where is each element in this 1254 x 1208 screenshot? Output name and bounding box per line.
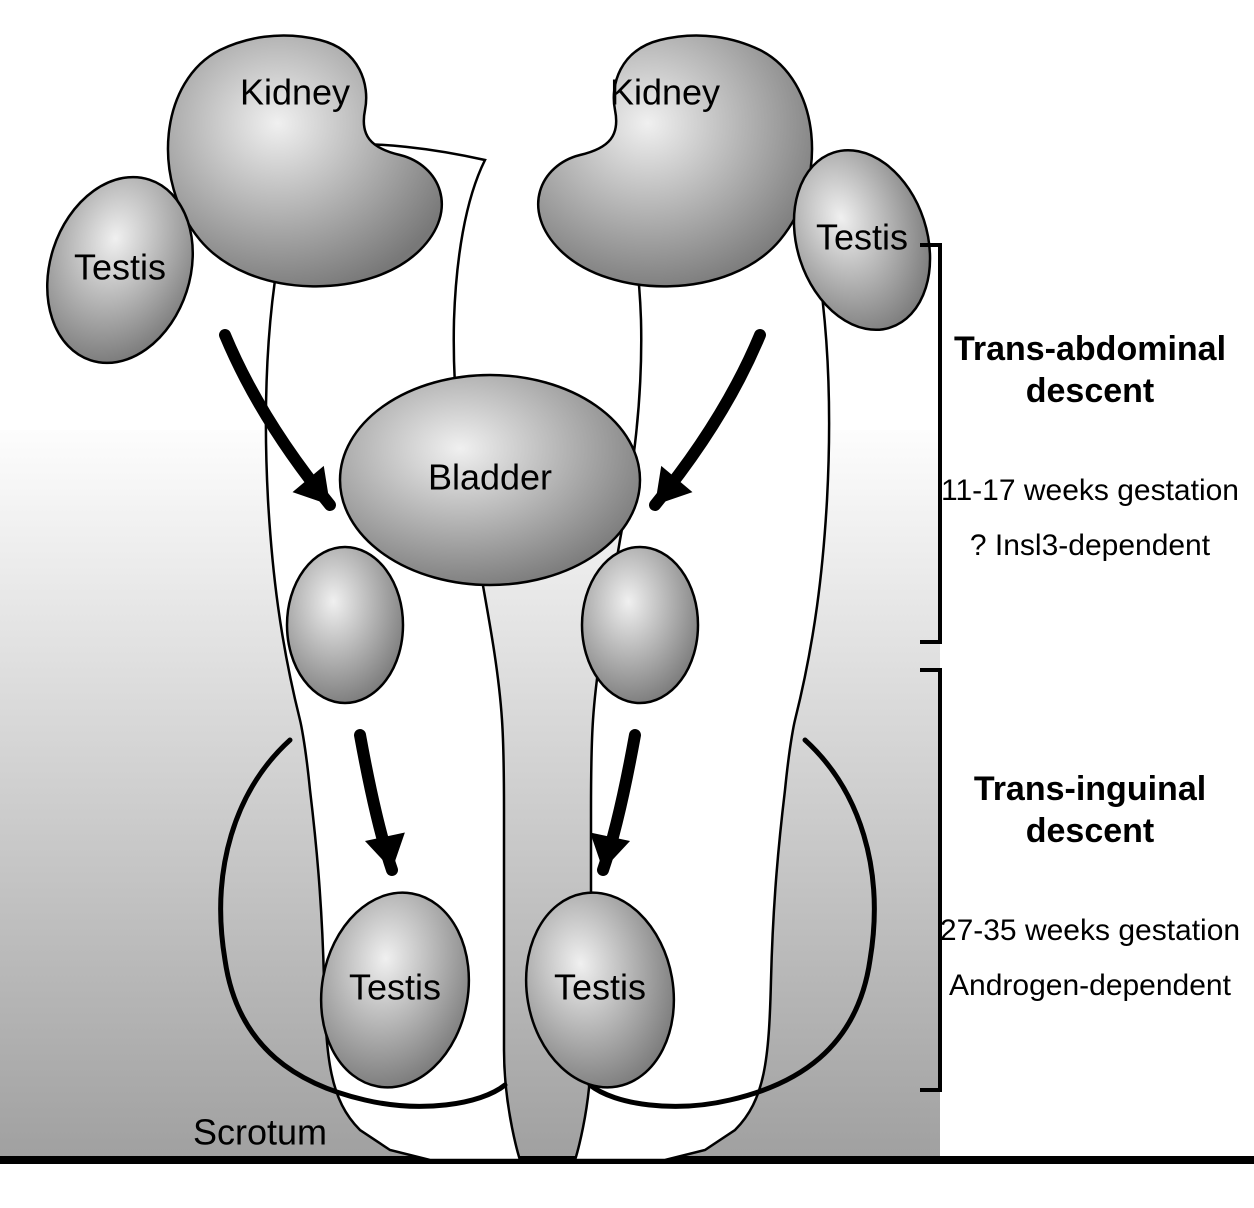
kidney-right-label: Kidney [610,72,720,113]
trans-abdominal-title-2: descent [1026,372,1155,410]
trans-abdominal-line-1: 11-17 weeks gestation [941,474,1239,507]
trans-inguinal-title-2: descent [1026,812,1155,850]
testis-tl-label: Testis [74,247,166,288]
trans-inguinal-title-1: Trans-inguinal [974,770,1206,808]
trans-inguinal-line-2: Androgen-dependent [949,969,1232,1002]
testis-br-label: Testis [554,967,646,1008]
bladder-label: Bladder [428,457,552,498]
testis-mid-left [287,547,403,703]
trans-abdominal-title-1: Trans-abdominal [954,330,1226,368]
testis-bl-label: Testis [349,967,441,1008]
testicular-descent-diagram: Kidney Kidney Testis Testis Bladder Testis Tes… [0,0,1254,1208]
testis-tr-label: Testis [816,217,908,258]
testis-mid-right [582,547,698,703]
kidney-left-label: Kidney [240,72,350,113]
trans-inguinal-line-1: 27-35 weeks gestation [940,914,1240,947]
scrotum-label: Scrotum [193,1112,327,1153]
trans-abdominal-line-2: ? Insl3-dependent [970,529,1211,562]
